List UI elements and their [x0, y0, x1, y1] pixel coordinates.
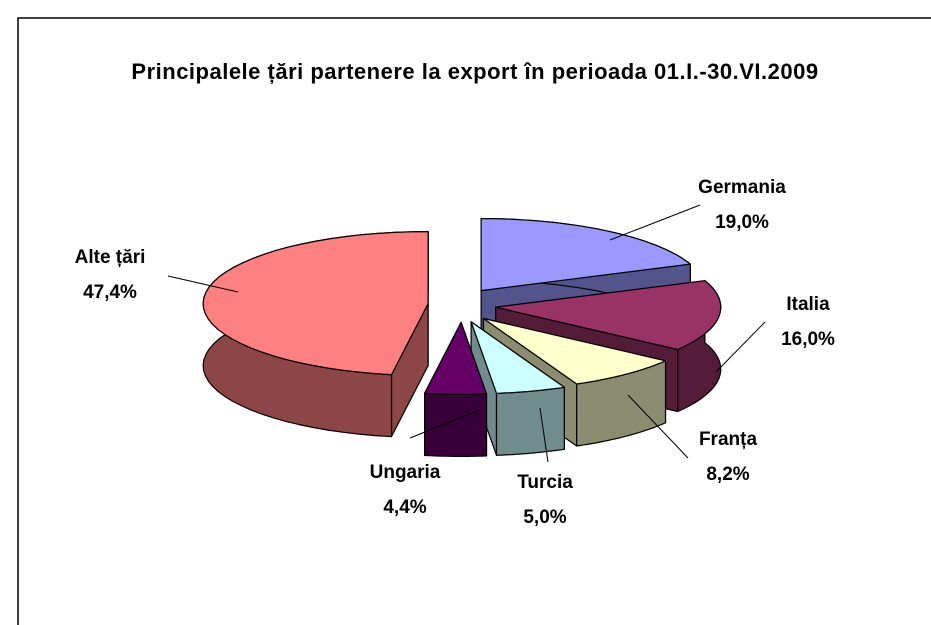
- slice-value-label: 16,0%: [781, 329, 835, 350]
- slice-label: Italia: [786, 294, 830, 315]
- slice-top: [482, 317, 667, 385]
- slice-value-label: 19,0%: [715, 212, 769, 233]
- slice-value-label: 47,4%: [83, 282, 137, 303]
- slice-label: Turcia: [517, 472, 573, 493]
- slice-label: Ungaria: [370, 462, 441, 483]
- slice-value-label: 4,4%: [383, 497, 426, 518]
- slice-label: Germania: [698, 177, 786, 198]
- slice-top: [424, 321, 488, 395]
- slice-top: [202, 231, 429, 376]
- leader-line: [715, 321, 766, 373]
- slice-top: [480, 218, 691, 292]
- slice-top: [470, 321, 565, 394]
- leader-line: [409, 409, 481, 439]
- slice-value-label: 5,0%: [523, 507, 566, 528]
- slice-label: Alte țări: [75, 247, 146, 268]
- leader-line: [627, 394, 689, 459]
- slice-wall: [424, 392, 488, 457]
- slice-top: [495, 280, 722, 351]
- leader-line: [539, 407, 549, 463]
- leader-line: [609, 204, 701, 241]
- chart-title: Principalele țări partenere la export în…: [131, 59, 819, 84]
- leader-line: [167, 275, 239, 293]
- pie-slice: [424, 321, 488, 457]
- pie-slice: [202, 231, 429, 438]
- slice-value-label: 8,2%: [706, 464, 749, 485]
- chart-frame: [17, 17, 931, 625]
- slice-wall: [495, 386, 565, 456]
- slice-label: Franța: [699, 429, 758, 450]
